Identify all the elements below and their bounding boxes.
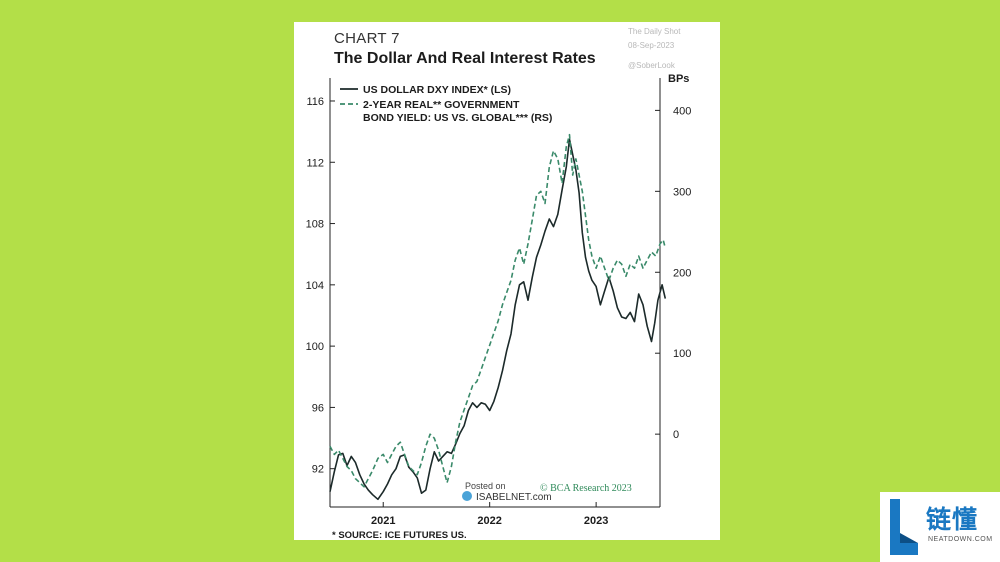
chart-card: CHART 7 The Dollar And Real Interest Rat… [294, 22, 720, 540]
legend-label-yield-line1: 2-YEAR REAL** GOVERNMENT [363, 99, 520, 111]
isabelnet-globe-icon [462, 491, 472, 501]
left-tick-label: 104 [306, 280, 324, 292]
chart-title: The Dollar And Real Interest Rates [334, 50, 596, 67]
legend: US DOLLAR DXY INDEX* (LS) 2-YEAR REAL** G… [340, 84, 552, 124]
left-tick-label: 116 [306, 96, 324, 108]
left-tick-label: 92 [312, 464, 324, 476]
real-yield-spread-line [329, 133, 667, 488]
left-tick-label: 100 [306, 341, 324, 353]
brand-badge: 链懂 NEATDOWN.COM [880, 492, 1000, 562]
plot-frame [329, 78, 661, 508]
right-tick-label: 400 [673, 105, 691, 117]
x-axis: 2021 2022 2023 [371, 502, 608, 527]
right-tick-label: 100 [673, 348, 691, 360]
source-footnote: * SOURCE: ICE FUTURES US. [332, 530, 467, 541]
watermark-source: The Daily Shot [628, 27, 681, 36]
left-tick-label: 108 [306, 219, 324, 231]
left-tick-label: 96 [312, 402, 324, 414]
left-tick-label: 112 [306, 157, 324, 169]
left-axis: 92 96 100 104 108 112 116 [306, 96, 335, 476]
watermark-date: 08-Sep-2023 [628, 41, 675, 50]
posted-site-label: ISABELNET.com [476, 492, 552, 503]
right-tick-label: 200 [673, 267, 691, 279]
brand-logo-icon [890, 499, 918, 555]
right-axis: 0 100 200 300 400 BPs [655, 73, 691, 441]
x-tick-label: 2023 [584, 515, 608, 527]
watermark-handle: @SoberLook [628, 61, 675, 70]
brand-url: NEATDOWN.COM [928, 536, 993, 543]
x-tick-label: 2022 [477, 515, 501, 527]
copyright-label: © BCA Research 2023 [540, 483, 632, 494]
dxy-index-line [329, 138, 667, 501]
right-tick-label: 300 [673, 186, 691, 198]
x-tick-label: 2021 [371, 515, 395, 527]
posted-on-label: Posted on [465, 481, 506, 491]
chart-number-label: CHART 7 [334, 30, 400, 47]
right-axis-unit: BPs [668, 73, 689, 85]
brand-name: 链懂 [926, 505, 979, 534]
series-layer [329, 133, 667, 501]
legend-label-dxy: US DOLLAR DXY INDEX* (LS) [363, 84, 511, 96]
legend-label-yield-line2: BOND YIELD: US VS. GLOBAL*** (RS) [363, 112, 552, 124]
right-tick-label: 0 [673, 429, 679, 441]
